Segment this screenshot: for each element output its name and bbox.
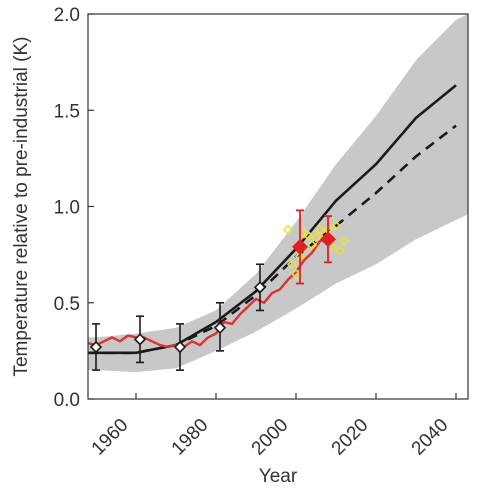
- black-diamond-point: [253, 281, 267, 294]
- red-diamond-point: [320, 231, 336, 248]
- yellow-diamond-point: [306, 239, 318, 251]
- y-tick-label: 0.5: [54, 294, 80, 315]
- yellow-diamond-point: [330, 220, 342, 231]
- black-diamond-point: [89, 340, 103, 354]
- observed-temperature-line: [88, 236, 329, 349]
- yellow-diamond-point: [282, 224, 294, 235]
- black-diamond-point: [173, 340, 187, 354]
- yellow-diamond-point: [290, 268, 302, 280]
- y-axis-label: Temperature relative to pre-industrial (…: [11, 36, 32, 376]
- plot-area: [88, 14, 468, 373]
- y-tick-label: 2.0: [54, 5, 80, 26]
- x-axis-label: Year: [259, 466, 298, 487]
- x-tick-label: 1980: [168, 415, 213, 460]
- yellow-diamond-point: [338, 236, 350, 247]
- x-tick-label: 2020: [328, 415, 373, 460]
- yellow-diamond-point: [334, 245, 346, 256]
- y-tick-label: 1.0: [54, 198, 80, 219]
- x-tick-label: 2040: [408, 415, 453, 460]
- yellow-diamond-point: [302, 230, 314, 241]
- y-tick-label: 0.0: [54, 390, 80, 411]
- yellow-diamond-point: [310, 232, 322, 243]
- black-diamond-point: [133, 333, 147, 346]
- yellow-diamond-point: [286, 259, 298, 270]
- plot-content: [88, 14, 468, 373]
- x-tick-label: 2000: [248, 415, 293, 460]
- y-tick-label: 1.5: [54, 101, 80, 122]
- uncertainty-band: [88, 14, 468, 373]
- red-diamond-point: [292, 238, 308, 255]
- black-diamond-point: [213, 321, 227, 334]
- projection-line-dashed: [88, 124, 457, 355]
- x-tick-label: 1960: [88, 415, 133, 460]
